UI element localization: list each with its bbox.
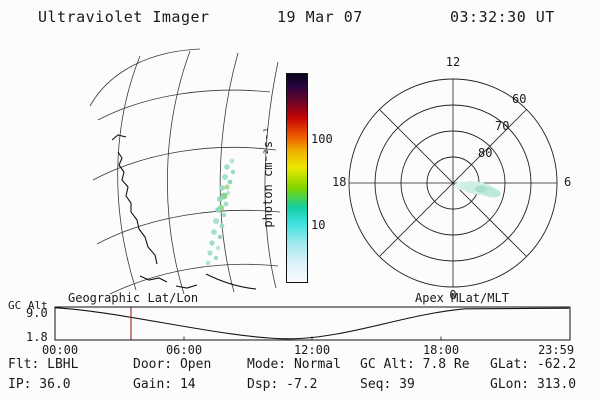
status-gain: Gain: 14 bbox=[133, 377, 196, 392]
status-gc-alt: GC Alt: 7.8 Re bbox=[360, 357, 470, 372]
colorbar-tick-10: 10 bbox=[311, 218, 326, 232]
timeseries-frame bbox=[54, 306, 571, 341]
colorbar bbox=[286, 73, 308, 283]
gc-alt-curve bbox=[54, 307, 570, 340]
polar-mlat-label-80: 80 bbox=[478, 146, 493, 160]
status-flt: Flt: LBHL bbox=[8, 357, 79, 372]
polar-mlat-label-60: 60 bbox=[512, 92, 527, 106]
status-glat: GLat: -62.2 bbox=[490, 357, 577, 372]
polar-grid-spokes bbox=[349, 79, 557, 287]
status-row-2: IP: 36.0 Gain: 14 Dsp: -7.2 Seq: 39 GLon… bbox=[0, 377, 600, 393]
polar-mlat-label-70: 70 bbox=[495, 119, 510, 133]
coastline bbox=[111, 134, 257, 290]
status-mode: Mode: Normal bbox=[247, 357, 341, 372]
status-door: Door: Open bbox=[133, 357, 212, 372]
colorbar-unit-label: photon cm⁻²s⁻¹ bbox=[261, 126, 275, 228]
header-time: 03:32:30 UT bbox=[450, 8, 555, 26]
status-glon: GLon: 313.0 bbox=[490, 377, 577, 392]
timeseries-ylabel: GC Alt bbox=[8, 299, 48, 312]
status-row-1: Flt: LBHL Door: Open Mode: Normal GC Alt… bbox=[0, 357, 600, 373]
map-graticule bbox=[89, 48, 281, 295]
polar-mlt-label-12: 12 bbox=[445, 55, 461, 69]
status-dsp: Dsp: -7.2 bbox=[247, 377, 318, 392]
polar-mlt-label-6: 6 bbox=[564, 175, 572, 189]
app-title: Ultraviolet Imager bbox=[38, 8, 210, 26]
timeseries-xtick-1800: 18:00 bbox=[422, 343, 460, 357]
status-ip: IP: 36.0 bbox=[8, 377, 71, 392]
timeseries-ytick-min: 1.8 bbox=[26, 330, 48, 344]
aurora-emission-patch bbox=[205, 158, 236, 266]
timeseries-xtick-0000: 00:00 bbox=[41, 343, 79, 357]
timeseries-ytick-max: 9.0 bbox=[26, 306, 48, 320]
timeseries-xtick-0600: 06:00 bbox=[165, 343, 203, 357]
polar-caption: Apex MLat/MLT bbox=[415, 291, 509, 305]
polar-mlt-label-0: 0 bbox=[449, 288, 457, 302]
geographic-map-panel bbox=[89, 48, 281, 295]
polar-aurora-patch bbox=[454, 181, 501, 198]
gc-alt-timeseries-panel bbox=[54, 306, 571, 341]
colorbar-tick-100: 100 bbox=[311, 132, 333, 146]
timeseries-xtick-2359: 23:59 bbox=[537, 343, 575, 357]
timeseries-xtick-1200: 12:00 bbox=[293, 343, 331, 357]
map-caption: Geographic Lat/Lon bbox=[68, 291, 199, 305]
apex-polar-panel bbox=[348, 78, 558, 288]
status-seq: Seq: 39 bbox=[360, 377, 415, 392]
polar-mlt-label-18: 18 bbox=[332, 175, 347, 189]
header-date: 19 Mar 07 bbox=[277, 8, 363, 26]
